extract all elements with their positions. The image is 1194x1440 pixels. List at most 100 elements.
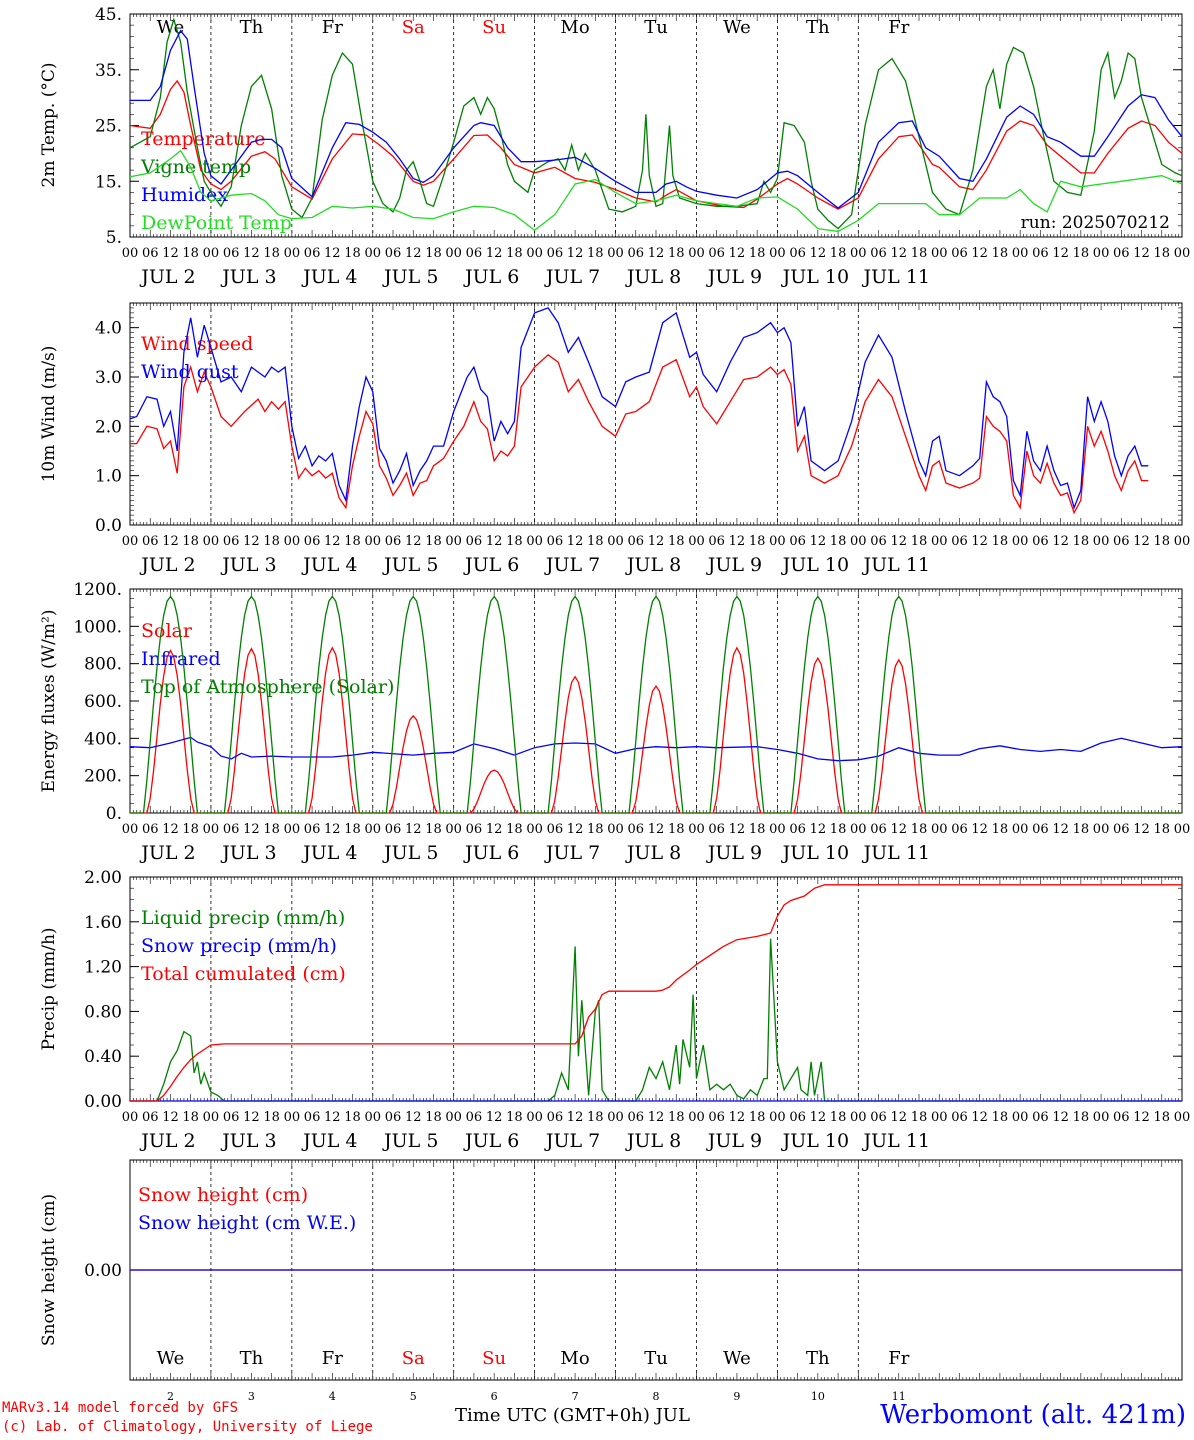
hour-tick-label: 06 (304, 246, 321, 261)
y-tick-label: 0.0 (95, 516, 122, 536)
y-tick-label: 5. (106, 228, 122, 248)
hour-tick-label: 06 (142, 534, 159, 549)
weekday-label: We (723, 1348, 751, 1369)
hour-tick-label: 06 (142, 822, 159, 837)
hour-tick-label: 18 (182, 534, 199, 549)
hour-tick-label: 00 (526, 246, 543, 261)
hour-tick-label: 12 (890, 246, 907, 261)
hour-tick-label: 12 (405, 246, 422, 261)
hour-tick-label: 18 (1073, 534, 1090, 549)
y-tick-label: 0. (106, 804, 122, 824)
hour-tick-label: 06 (627, 822, 644, 837)
panel-frame (129, 302, 1183, 526)
date-label: JUL 11 (862, 554, 930, 576)
hour-tick-label: 00 (1093, 1110, 1110, 1125)
date-label: JUL 6 (463, 1130, 519, 1152)
hour-tick-label: 00 (607, 822, 624, 837)
legend-entry: Infrared (141, 648, 221, 670)
hour-tick-label: 06 (304, 1110, 321, 1125)
hour-tick-label: 18 (425, 822, 442, 837)
legend-entry: Solar (141, 620, 193, 642)
hour-tick-label: 06 (627, 246, 644, 261)
weekday-label: Fr (888, 1348, 909, 1369)
hour-tick-label: 06 (627, 1110, 644, 1125)
hour-tick-label: 06 (708, 534, 725, 549)
hour-tick-label: 06 (385, 1110, 402, 1125)
hour-tick-label: 06 (466, 1110, 483, 1125)
hour-tick-label: 12 (486, 534, 503, 549)
date-label: JUL 9 (706, 1130, 762, 1152)
y-axis-label: 10m Wind (m/s) (39, 346, 59, 483)
hour-tick-label: 12 (243, 534, 260, 549)
hour-tick-label: 12 (243, 1110, 260, 1125)
hour-tick-label: 00 (122, 822, 139, 837)
hour-tick-label: 06 (466, 534, 483, 549)
y-tick-label: 2.0 (95, 417, 122, 437)
hour-tick-label: 12 (567, 246, 584, 261)
series-line-wind-speed (130, 353, 1149, 515)
hour-tick-label: 18 (749, 246, 766, 261)
hour-tick-label: 06 (385, 534, 402, 549)
hour-tick-label: 18 (830, 1110, 847, 1125)
hour-tick-label: 18 (587, 246, 604, 261)
y-tick-label: 600. (84, 692, 122, 712)
hour-tick-label: 18 (587, 1110, 604, 1125)
hour-tick-label: 00 (850, 534, 867, 549)
date-label: JUL 7 (544, 842, 600, 864)
weekday-label: Fr (322, 17, 343, 38)
hour-tick-label: 18 (992, 534, 1009, 549)
hour-tick-label: 12 (971, 534, 988, 549)
y-tick-label: 0.00 (84, 1092, 122, 1112)
hour-tick-label: 06 (223, 1110, 240, 1125)
hour-tick-label: 18 (830, 534, 847, 549)
hour-tick-label: 18 (911, 246, 928, 261)
hour-tick-label: 18 (830, 822, 847, 837)
hour-tick-label: 12 (729, 246, 746, 261)
hour-tick-label: 12 (324, 822, 341, 837)
model-line: MARv3.14 model forced by GFS (2, 1400, 239, 1416)
day-number-label: 3 (248, 1390, 255, 1403)
y-tick-label: 45. (95, 5, 122, 25)
hour-tick-label: 00 (1093, 822, 1110, 837)
date-label: JUL 5 (382, 266, 438, 288)
hour-tick-label: 12 (648, 534, 665, 549)
hour-tick-label: 18 (668, 246, 685, 261)
hour-tick-label: 12 (162, 246, 179, 261)
hour-tick-label: 12 (405, 822, 422, 837)
hour-tick-label: 18 (668, 1110, 685, 1125)
legend-entry: Total cumulated (cm) (141, 963, 346, 985)
date-label: JUL 8 (625, 1130, 681, 1152)
hour-tick-label: 18 (506, 534, 523, 549)
date-label: JUL 4 (301, 842, 357, 864)
hour-tick-label: 12 (1052, 246, 1069, 261)
hour-tick-label: 00 (526, 1110, 543, 1125)
hour-tick-label: 00 (1174, 1110, 1191, 1125)
y-tick-label: 200. (84, 767, 122, 787)
hour-tick-label: 00 (364, 534, 381, 549)
date-label: JUL 9 (706, 842, 762, 864)
weekday-label: We (157, 17, 185, 38)
hour-tick-label: 00 (1174, 534, 1191, 549)
day-number-label: 4 (329, 1390, 336, 1403)
date-label: JUL 9 (706, 266, 762, 288)
hour-tick-label: 18 (587, 822, 604, 837)
date-label: JUL 3 (220, 842, 276, 864)
series-line-infrared (129, 736, 1183, 762)
hour-tick-label: 06 (951, 246, 968, 261)
hour-tick-label: 18 (344, 822, 361, 837)
hour-tick-label: 12 (810, 534, 827, 549)
hour-tick-label: 18 (182, 1110, 199, 1125)
hour-tick-label: 00 (1012, 246, 1029, 261)
hour-tick-label: 18 (344, 534, 361, 549)
hour-tick-label: 12 (890, 534, 907, 549)
hour-tick-label: 06 (547, 246, 564, 261)
date-label: JUL 8 (625, 266, 681, 288)
hour-tick-label: 18 (1073, 1110, 1090, 1125)
hour-tick-label: 18 (1153, 246, 1170, 261)
hour-tick-label: 18 (992, 822, 1009, 837)
date-label: JUL 2 (139, 266, 195, 288)
hour-tick-label: 18 (830, 246, 847, 261)
hour-tick-label: 06 (1032, 246, 1049, 261)
hour-tick-label: 00 (284, 534, 301, 549)
hour-tick-label: 12 (567, 534, 584, 549)
